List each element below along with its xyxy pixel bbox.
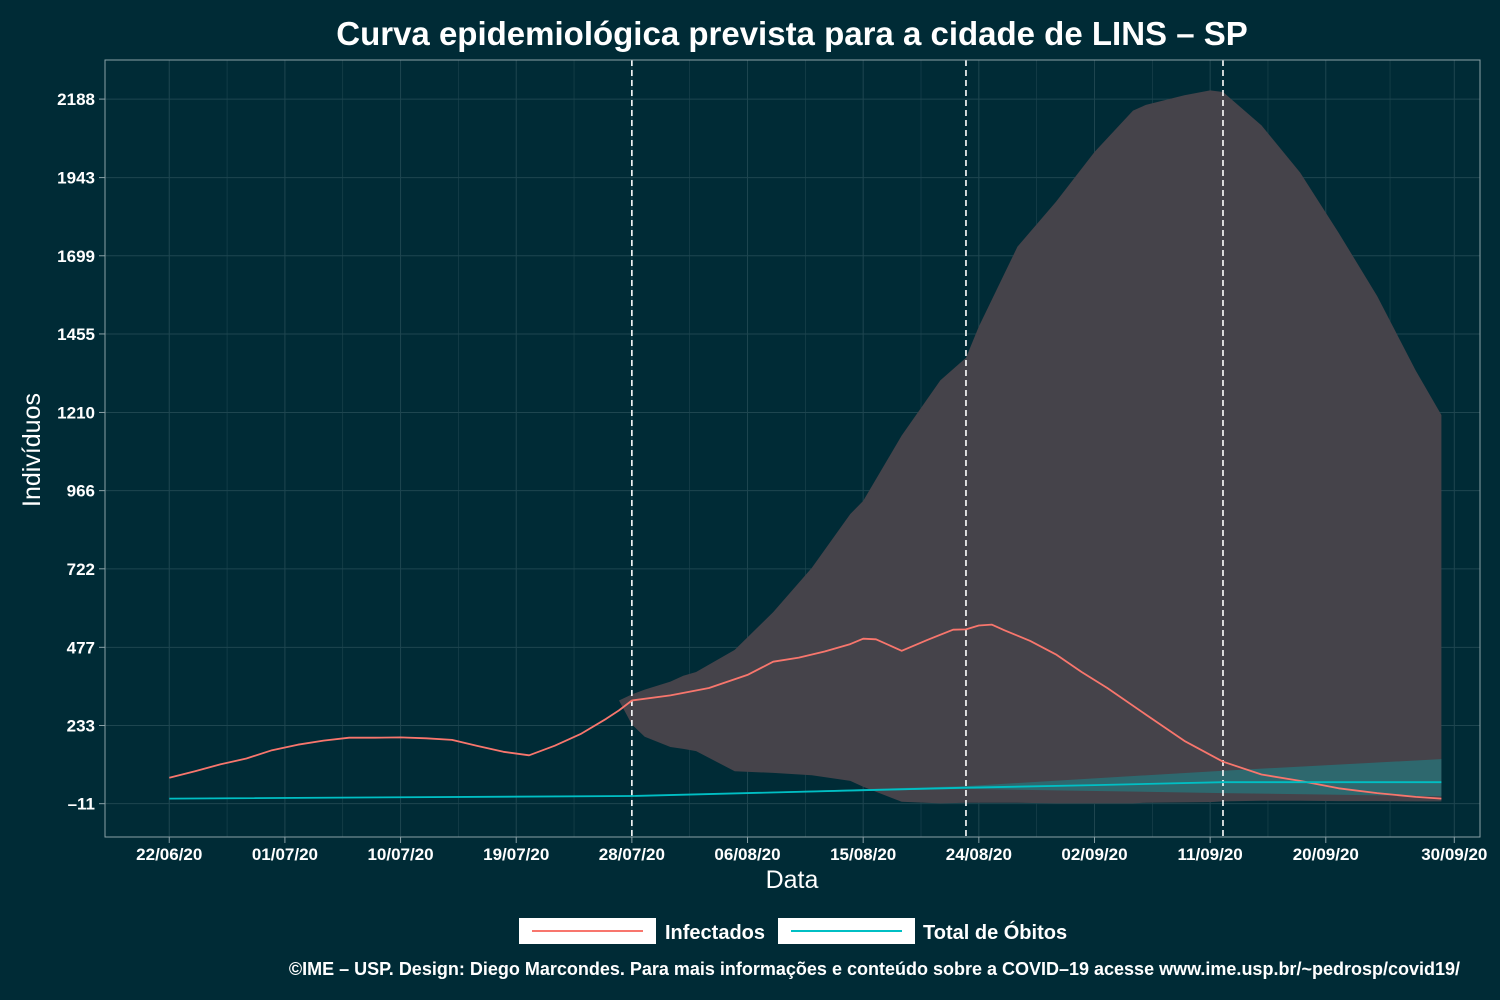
x-tick-label: 30/09/20: [1421, 845, 1487, 864]
chart-title: Curva epidemiológica prevista para a cid…: [336, 15, 1248, 52]
x-tick-label: 06/08/20: [714, 845, 780, 864]
confidence-band-obitos: [631, 759, 1442, 797]
y-tick-label: 966: [67, 482, 95, 501]
y-tick-label: 1943: [57, 169, 95, 188]
legend: Infectados Total de Óbitos: [519, 918, 1067, 944]
y-tick-label: 1699: [57, 247, 95, 266]
x-tick-label: 20/09/20: [1293, 845, 1359, 864]
x-tick-label: 10/07/20: [367, 845, 433, 864]
y-tick-label: 722: [67, 560, 95, 579]
y-tick-label: 1210: [57, 403, 95, 422]
x-tick-label: 02/09/20: [1061, 845, 1127, 864]
x-tick-label: 01/07/20: [252, 845, 318, 864]
x-tick-label: 15/08/20: [830, 845, 896, 864]
y-tick-label: 477: [67, 638, 95, 657]
series-line-infectados: [169, 623, 1442, 800]
x-tick-label: 11/09/20: [1178, 845, 1243, 864]
y-axis-title: Indivíduos: [18, 393, 46, 507]
x-tick-label: 19/07/20: [483, 845, 549, 864]
x-tick-label: 22/06/20: [136, 845, 202, 864]
caption: ©IME – USP. Design: Diego Marcondes. Par…: [289, 959, 1460, 979]
x-axis-title: Data: [766, 866, 819, 894]
y-tick-label: 1455: [57, 325, 95, 344]
y-tick-label: 2188: [57, 90, 95, 109]
legend-label-obitos: Total de Óbitos: [923, 920, 1067, 944]
y-tick-label: –11: [68, 795, 95, 814]
x-tick-label: 24/08/20: [946, 845, 1012, 864]
plot-border: [104, 59, 1481, 838]
legend-label-infectados: Infectados: [665, 922, 765, 944]
x-tick-label: 28/07/20: [599, 845, 665, 864]
confidence-band-infectados: [619, 90, 1442, 804]
plot-area: 22/06/20 01/07/20 10/07/20 19/07/20 28/07/20…: [57, 59, 1487, 864]
y-tick-label: 233: [67, 716, 95, 735]
series-line-obitos: [169, 781, 1442, 800]
